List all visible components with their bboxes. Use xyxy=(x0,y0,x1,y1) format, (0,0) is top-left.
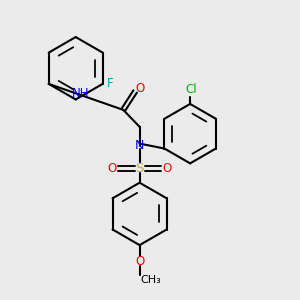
Text: Cl: Cl xyxy=(185,83,197,97)
Text: NH: NH xyxy=(72,87,89,100)
Text: CH₃: CH₃ xyxy=(140,274,161,285)
Text: O: O xyxy=(162,162,172,175)
Text: F: F xyxy=(107,77,113,90)
Text: O: O xyxy=(108,162,117,175)
Text: O: O xyxy=(135,255,144,268)
Text: O: O xyxy=(135,82,144,95)
Text: S: S xyxy=(135,162,144,175)
Text: N: N xyxy=(135,139,144,152)
